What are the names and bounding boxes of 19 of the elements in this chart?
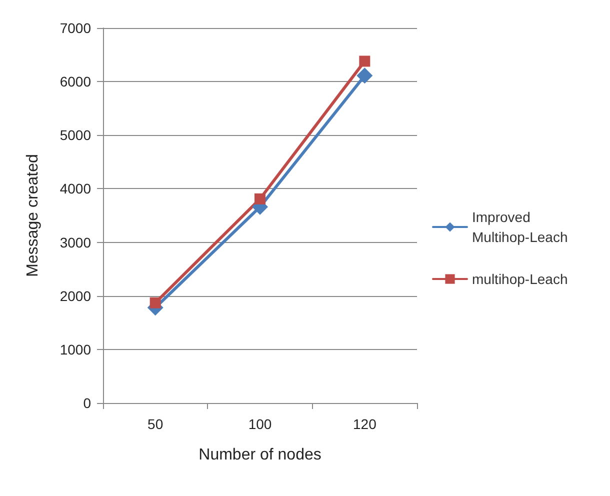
y-tick-label: 3000 (60, 234, 92, 250)
y-tick-label: 7000 (60, 20, 92, 36)
x-tick-label: 50 (148, 416, 164, 432)
y-axis-title: Message created (24, 154, 42, 277)
y-tick-label: 4000 (60, 180, 92, 197)
y-tick-label: 1000 (60, 341, 92, 358)
y-tick-label: 0 (83, 395, 92, 411)
x-tick-label: 120 (352, 416, 377, 432)
y-tick-label: 6000 (60, 74, 92, 90)
x-axis-title: Number of nodes (198, 446, 322, 464)
legend-label: Improved Multihop-Leach (472, 209, 568, 245)
x-tick-label: 100 (248, 416, 272, 432)
legend-label: multihop-Leach (472, 271, 568, 287)
point (359, 56, 370, 67)
point (150, 297, 161, 308)
y-tick-label: 5000 (60, 127, 92, 144)
point (356, 68, 373, 84)
y-tick-label: 2000 (60, 288, 92, 304)
point (254, 193, 266, 204)
